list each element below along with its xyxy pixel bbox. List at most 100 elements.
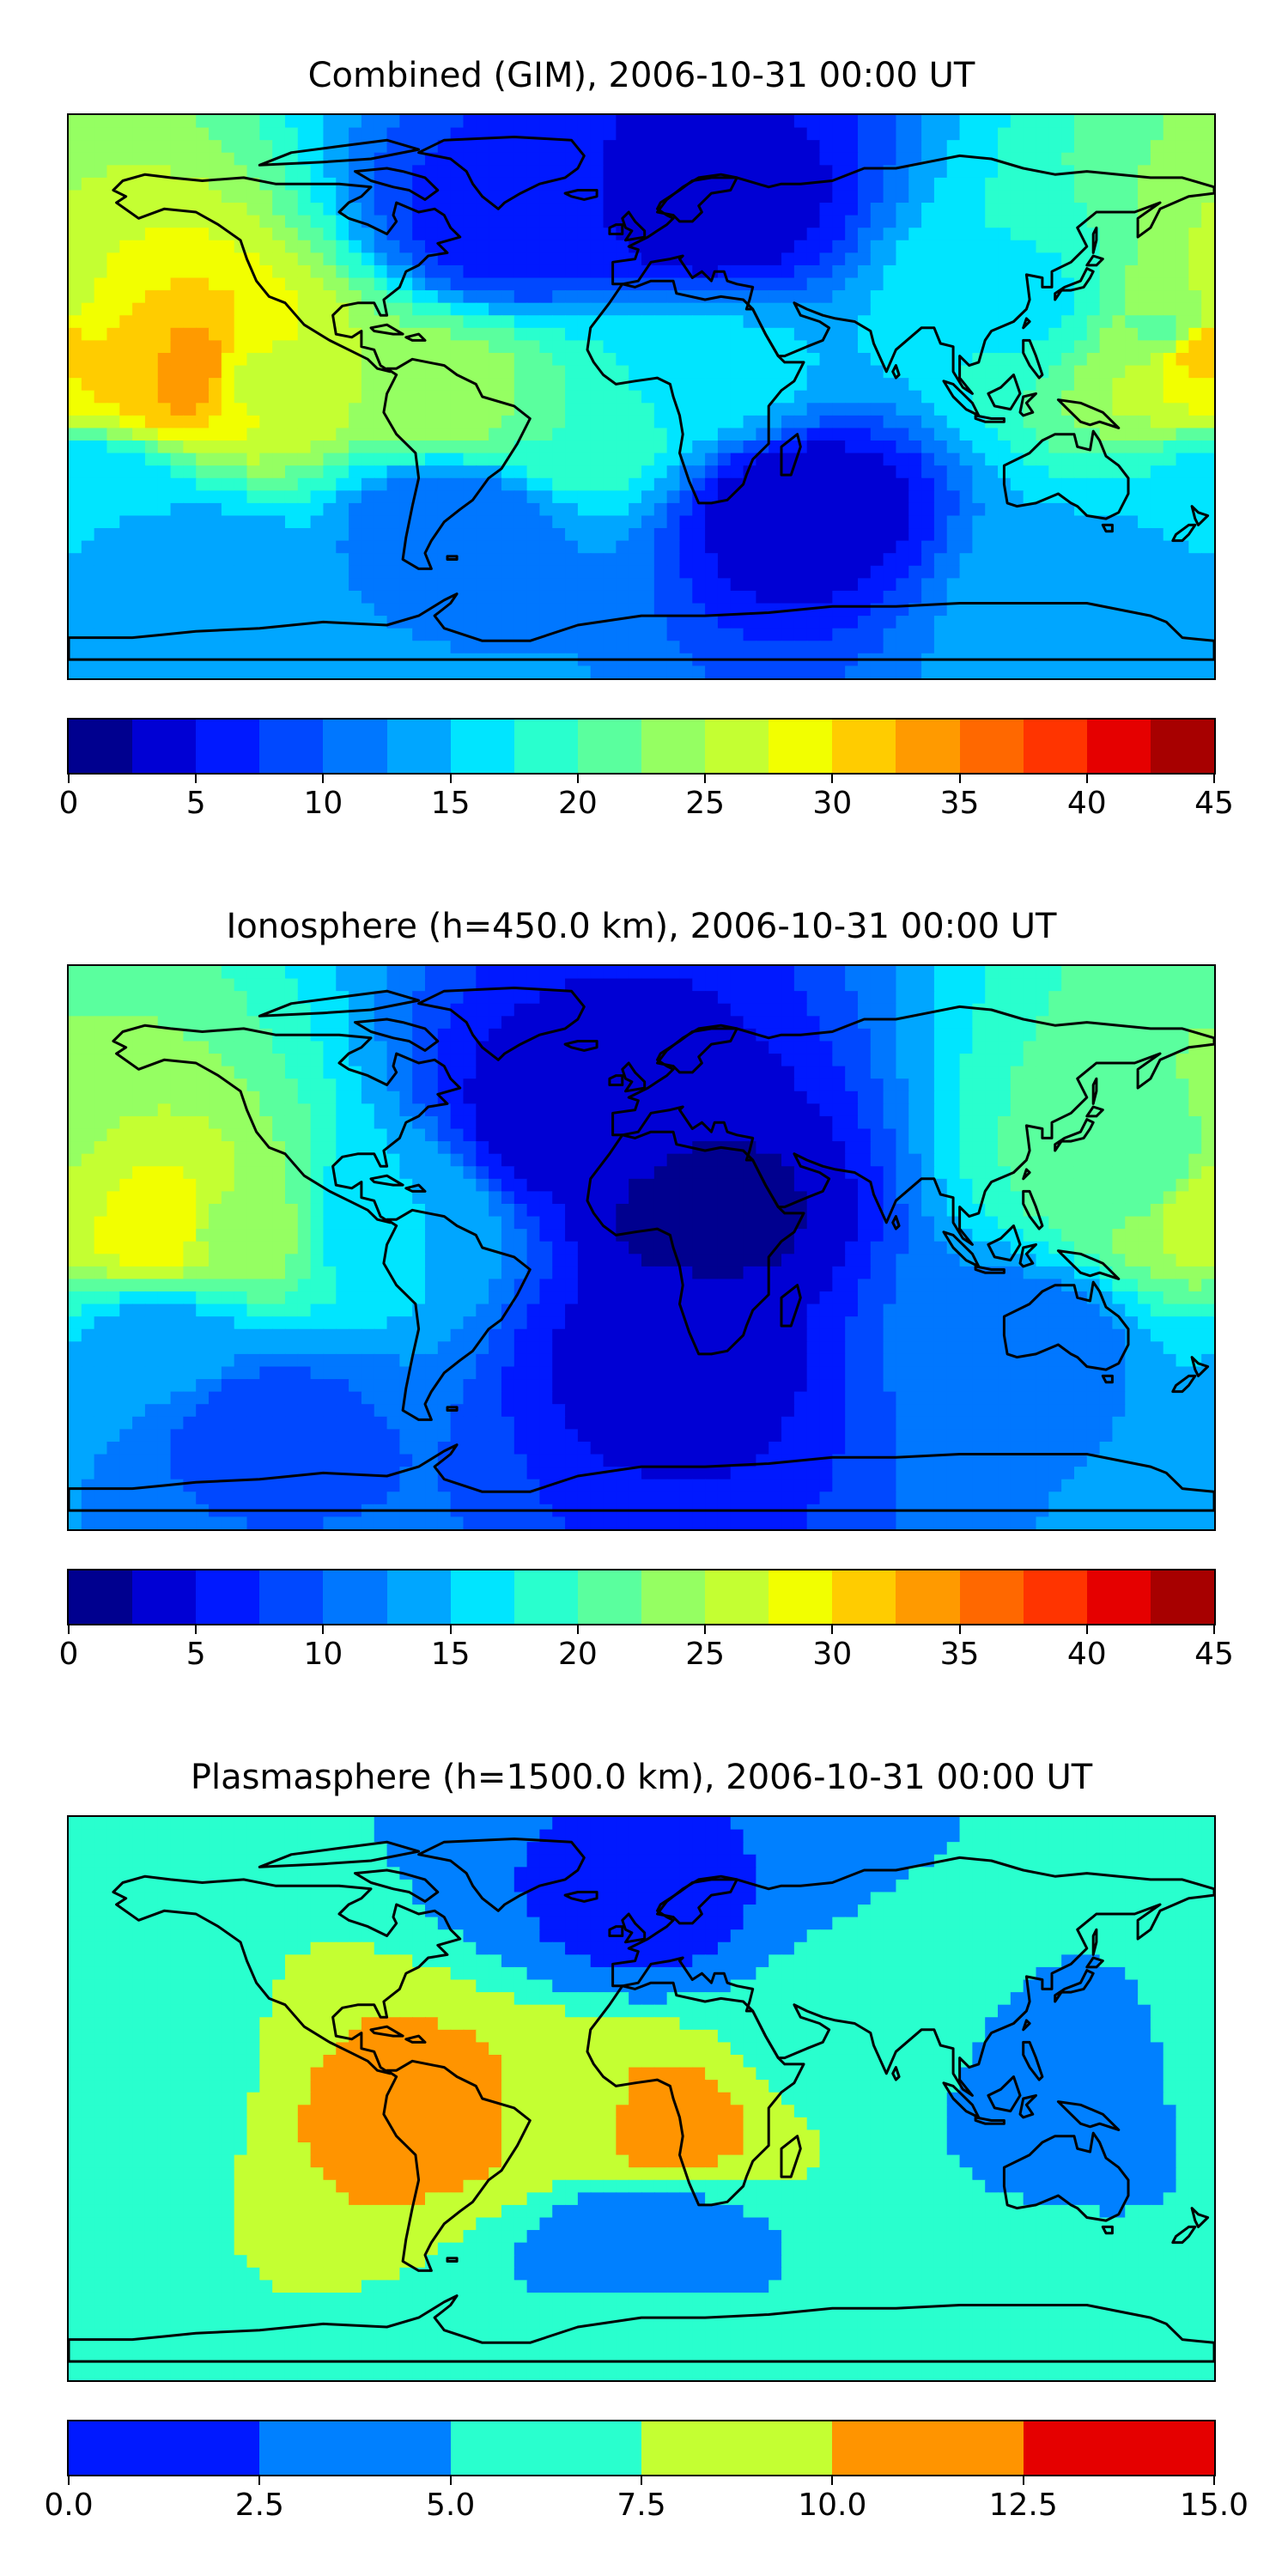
- contour-cell: [412, 340, 426, 354]
- contour-cell: [234, 966, 248, 980]
- contour-cell: [297, 203, 312, 216]
- contour-cell: [437, 477, 452, 492]
- contour-cell: [666, 203, 681, 216]
- contour-cell: [132, 665, 146, 678]
- contour-cell: [1138, 641, 1151, 654]
- contour-cell: [769, 203, 782, 216]
- contour-cell: [641, 616, 655, 629]
- contour-cell: [94, 628, 108, 642]
- contour-cell: [119, 152, 133, 167]
- contour-cell: [806, 966, 821, 980]
- contour-cell: [1099, 190, 1114, 204]
- contour-cell: [501, 203, 515, 216]
- contour-cell: [552, 1003, 566, 1018]
- contour-cell: [781, 264, 795, 279]
- contour-cell: [221, 616, 235, 629]
- contour-cell: [284, 315, 299, 329]
- contour-cell: [857, 616, 872, 629]
- contour-cell: [81, 603, 95, 617]
- colorbar-segment: [896, 720, 960, 773]
- contour-cell: [1125, 403, 1139, 416]
- contour-cell: [629, 115, 642, 129]
- contour-cell: [437, 302, 452, 317]
- contour-cell: [1201, 603, 1214, 617]
- contour-cell: [1073, 616, 1088, 629]
- contour-cell: [629, 641, 642, 654]
- contour-cell: [1176, 553, 1190, 567]
- contour-cell: [845, 641, 859, 654]
- contour-cell: [743, 453, 757, 466]
- contour-cell: [501, 302, 515, 317]
- contour-cell: [756, 978, 770, 992]
- contour-cell: [489, 1041, 502, 1054]
- contour-cell: [1201, 277, 1214, 291]
- contour-cell: [1163, 152, 1177, 167]
- contour-cell: [756, 315, 770, 329]
- contour-cell: [769, 1078, 782, 1092]
- contour-cell: [1010, 352, 1024, 367]
- contour-cell: [641, 1016, 655, 1030]
- contour-cell: [1036, 240, 1050, 254]
- contour-cell: [908, 390, 922, 404]
- contour-cell: [69, 665, 82, 678]
- contour-cell: [717, 390, 732, 404]
- contour-cell: [819, 528, 834, 542]
- contour-cell: [526, 465, 541, 479]
- contour-cell: [730, 515, 744, 529]
- contour-cell: [1138, 453, 1151, 466]
- contour-cell: [666, 477, 681, 492]
- contour-cell: [921, 590, 935, 605]
- contour-cell: [489, 603, 502, 617]
- contour-cell: [259, 252, 273, 266]
- contour-cell: [106, 215, 121, 228]
- contour-cell: [857, 490, 872, 504]
- contour-cell: [832, 403, 846, 416]
- contour-cell: [119, 352, 133, 367]
- contour-cell: [81, 203, 95, 216]
- contour-cell: [705, 515, 719, 529]
- contour-cell: [246, 641, 261, 654]
- contour-cell: [349, 378, 362, 392]
- contour-cell: [386, 352, 401, 367]
- contour-cell: [692, 628, 706, 642]
- contour-cell: [793, 590, 808, 605]
- contour-cell: [450, 565, 465, 580]
- contour-cell: [437, 578, 452, 592]
- contour-cell: [616, 502, 629, 517]
- contour-cell: [1099, 203, 1114, 216]
- contour-cell: [539, 302, 554, 317]
- contour-cell: [679, 1078, 694, 1092]
- contour-cell: [590, 277, 605, 291]
- contour-cell: [234, 465, 248, 479]
- contour-cell: [946, 540, 961, 555]
- contour-cell: [1112, 215, 1127, 228]
- contour-cell: [501, 327, 515, 342]
- contour-cell: [526, 1041, 541, 1054]
- contour-cell: [94, 978, 108, 992]
- contour-cell: [526, 215, 541, 228]
- contour-cell: [921, 252, 935, 266]
- contour-cell: [1201, 152, 1214, 167]
- contour-cell: [1048, 540, 1062, 555]
- contour-cell: [845, 327, 859, 342]
- contour-cell: [336, 465, 349, 479]
- contour-cell: [641, 641, 655, 654]
- contour-cell: [1086, 127, 1101, 141]
- contour-cell: [717, 352, 732, 367]
- tick-mark: [576, 775, 579, 783]
- contour-cell: [1073, 177, 1088, 191]
- contour-cell: [793, 490, 808, 504]
- contour-cell: [577, 1078, 592, 1092]
- contour-cell: [717, 540, 732, 555]
- contour-cell: [629, 966, 642, 980]
- contour-cell: [69, 177, 82, 191]
- contour-cell: [69, 315, 82, 329]
- contour-cell: [1036, 1054, 1050, 1067]
- tick-mark: [831, 775, 834, 783]
- contour-cell: [412, 290, 426, 304]
- contour-cell: [450, 991, 465, 1005]
- contour-cell: [297, 578, 312, 592]
- contour-cell: [272, 628, 286, 642]
- contour-cell: [1036, 290, 1050, 304]
- contour-cell: [730, 190, 744, 204]
